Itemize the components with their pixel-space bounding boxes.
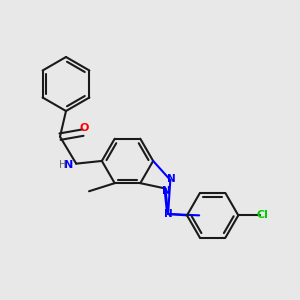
Text: N: N: [167, 174, 176, 184]
Text: Cl: Cl: [256, 210, 268, 220]
Text: N: N: [64, 160, 73, 170]
Text: N: N: [162, 186, 170, 196]
Text: H: H: [59, 160, 66, 170]
Text: O: O: [80, 123, 89, 133]
Text: N: N: [164, 209, 172, 219]
